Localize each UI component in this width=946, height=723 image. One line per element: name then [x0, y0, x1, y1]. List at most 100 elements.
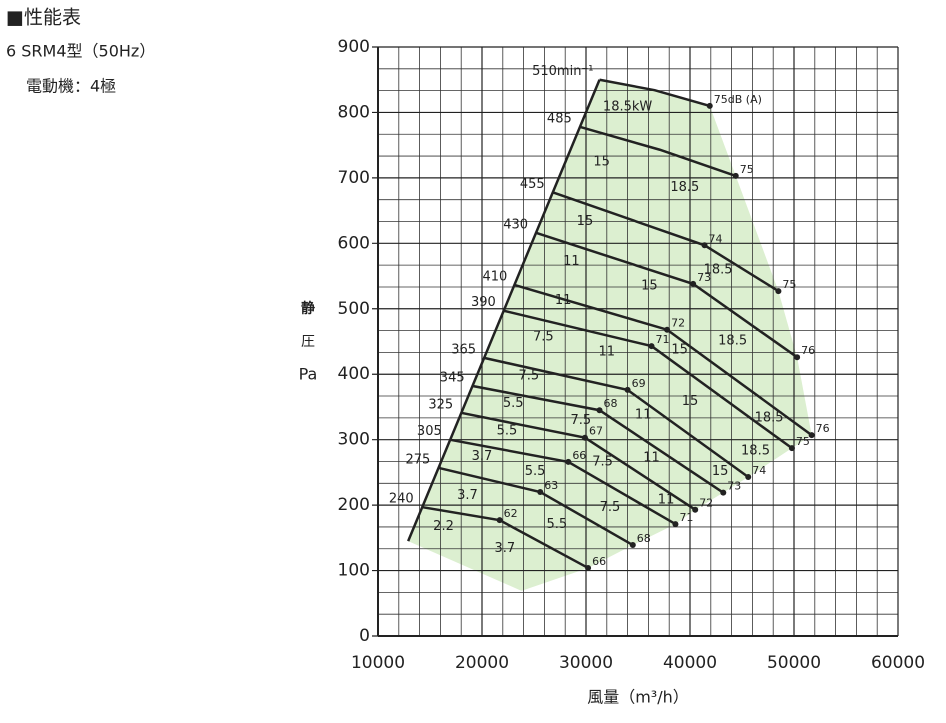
kw-label: 7.5: [570, 413, 591, 428]
y-tick-label: 100: [338, 561, 370, 581]
y-tick-label: 300: [338, 430, 370, 450]
y-tick-label: 900: [338, 37, 370, 57]
speed-label: 390: [471, 295, 496, 310]
db-point: [692, 506, 699, 513]
db-point: [808, 432, 815, 439]
db-label: 74: [709, 232, 723, 245]
speed-label: 365: [451, 342, 476, 357]
kw-label: 3.7: [472, 449, 493, 464]
y-tick-label: 200: [338, 495, 370, 515]
y-tick-label: 800: [338, 102, 370, 122]
db-label: 62: [504, 507, 518, 520]
kw-label: 15: [641, 278, 658, 293]
model-label: 6 SRM4型（50Hz）: [6, 42, 155, 61]
kw-label: 11: [563, 254, 580, 269]
db-label: 73: [697, 271, 711, 284]
db-label: 76: [801, 344, 815, 357]
db-label: 63: [544, 479, 558, 492]
kw-label: 7.5: [533, 329, 554, 344]
kw-label: 18.5: [704, 263, 733, 278]
motor-label: 電動機：4極: [26, 77, 116, 96]
db-label: 76: [816, 422, 830, 435]
kw-label: 7.5: [592, 454, 613, 469]
page-title: ■性能表: [6, 7, 81, 29]
speed-curve: [579, 125, 737, 178]
kw-label: 18.5: [755, 411, 784, 426]
db-point: [690, 280, 697, 287]
db-label: 74: [752, 464, 766, 477]
db-label: 66: [572, 449, 586, 462]
kw-label: 11: [599, 344, 616, 359]
x-tick-label: 40000: [663, 653, 717, 673]
x-tick-label: 30000: [559, 653, 613, 673]
db-point: [745, 473, 752, 480]
region-boundary: [407, 79, 601, 542]
kw-label: 15: [671, 343, 688, 358]
kw-label: 15: [712, 464, 729, 479]
db-label: 72: [671, 317, 685, 330]
kw-label: 2.2: [433, 519, 454, 534]
kw-label: 5.5: [497, 424, 518, 439]
db-point: [788, 445, 795, 452]
db-point: [537, 489, 544, 496]
db-point: [664, 326, 671, 333]
kw-label: 11: [555, 293, 572, 308]
kw-label: 18.5: [670, 180, 699, 195]
db-label: 75: [782, 278, 796, 291]
kw-label: 15: [682, 394, 699, 409]
kw-label: 18.5: [741, 443, 770, 458]
x-tick-label: 10000: [351, 653, 405, 673]
kw-label: 18.5kW: [603, 100, 652, 115]
y-axis-label: 静: [301, 300, 315, 317]
kw-label: 15: [593, 155, 610, 170]
y-tick-label: 700: [338, 168, 370, 188]
db-label: 73: [727, 480, 741, 493]
db-point: [706, 102, 713, 109]
kw-label: 5.5: [503, 396, 524, 411]
speed-label: 510min⁻¹: [532, 64, 593, 79]
db-point: [565, 458, 572, 465]
speed-label: 430: [503, 217, 528, 232]
db-label: 75: [740, 163, 754, 176]
x-tick-label: 60000: [871, 653, 925, 673]
db-label: 68: [604, 397, 618, 410]
speed-label: 485: [547, 111, 572, 126]
y-axis-label: 圧: [301, 334, 315, 350]
db-point: [775, 288, 782, 295]
x-axis-label: 風量（m³/h）: [587, 688, 689, 707]
db-point: [629, 542, 636, 549]
y-tick-label: 600: [338, 233, 370, 253]
db-label: 68: [637, 532, 651, 545]
kw-label: 5.5: [547, 517, 568, 532]
kw-label: 11: [658, 492, 675, 507]
kw-label: 15: [577, 214, 594, 229]
kw-label: 7.5: [600, 500, 621, 515]
db-point: [672, 521, 679, 528]
speed-label: 410: [482, 270, 507, 285]
db-label: 66: [592, 555, 606, 568]
kw-label: 7.5: [518, 369, 539, 384]
db-point: [648, 343, 655, 350]
speed-label: 345: [440, 371, 465, 386]
db-point: [624, 386, 631, 393]
db-point: [701, 242, 708, 249]
y-tick-label: 0: [359, 626, 370, 646]
speed-label: 305: [417, 424, 442, 439]
db-label: 71: [679, 511, 693, 524]
db-point: [720, 489, 727, 496]
kw-label: 3.7: [495, 541, 516, 556]
speed-label: 325: [428, 397, 453, 412]
y-tick-label: 500: [338, 299, 370, 319]
speed-curve: [599, 78, 711, 108]
db-label: 69: [632, 377, 646, 390]
db-label: 75dB (A): [714, 93, 762, 106]
speed-label: 240: [389, 492, 414, 507]
kw-label: 18.5: [718, 333, 747, 348]
x-tick-label: 50000: [767, 653, 821, 673]
db-label: 75: [796, 435, 810, 448]
db-point: [496, 517, 503, 524]
kw-label: 11: [643, 450, 660, 465]
db-point: [596, 407, 603, 414]
db-point: [585, 564, 592, 571]
